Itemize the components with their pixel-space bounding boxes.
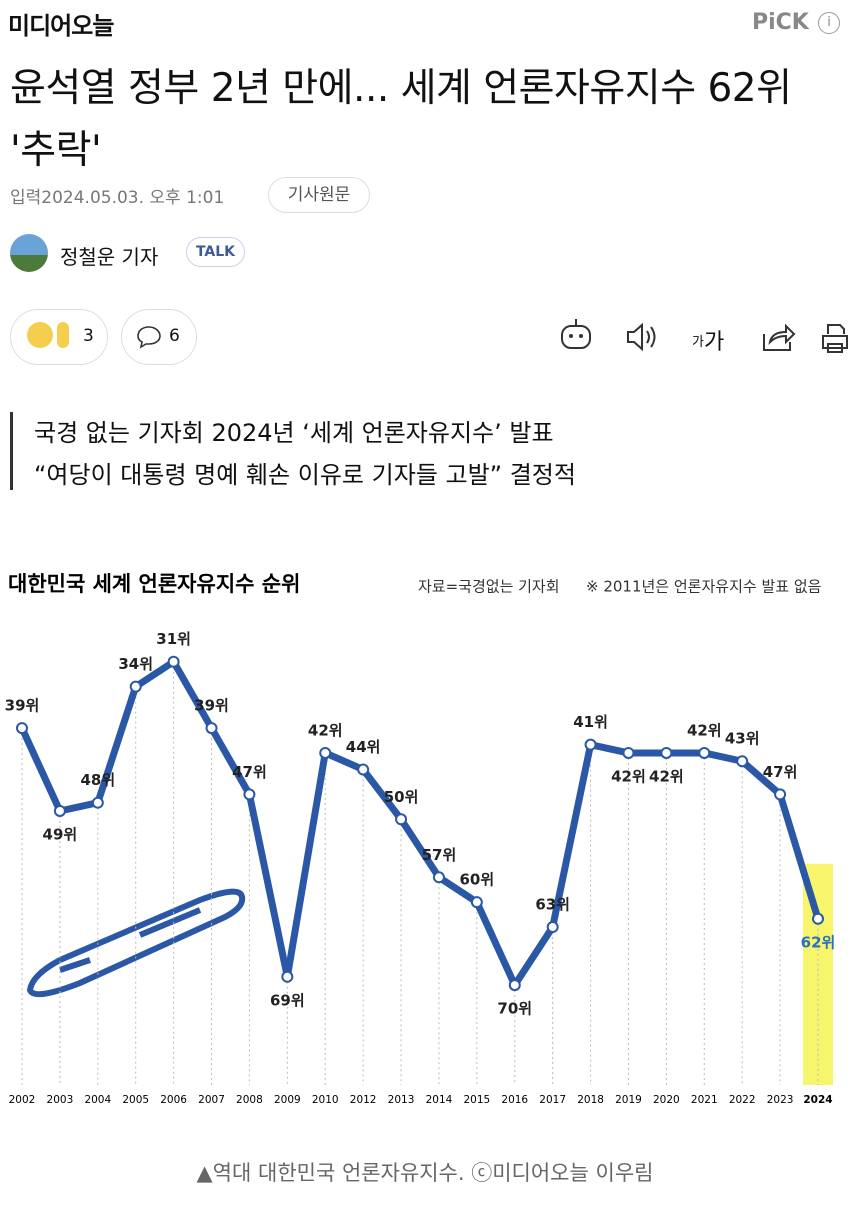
- x-tick-label: 2021: [691, 1094, 718, 1106]
- data-point: [243, 788, 256, 801]
- talk-button[interactable]: TALK: [186, 237, 245, 267]
- audio-icon[interactable]: [624, 322, 660, 352]
- reaction-count: 3: [83, 326, 94, 346]
- data-label: 42위: [611, 767, 646, 785]
- x-tick-label: 2004: [84, 1094, 111, 1106]
- comment-count: 6: [169, 326, 180, 346]
- original-button[interactable]: 기사원문: [268, 177, 370, 213]
- font-size-small[interactable]: 가: [692, 335, 704, 350]
- data-label: 42위: [687, 721, 722, 739]
- data-point: [432, 871, 445, 884]
- data-label: 48위: [80, 771, 115, 789]
- data-point: [395, 813, 408, 826]
- subtitle-bar: [10, 412, 13, 490]
- data-point: [470, 896, 483, 909]
- x-tick-label: 2023: [767, 1094, 794, 1106]
- chart-note: ※ 2011년은 언론자유지수 발표 없음: [586, 578, 821, 596]
- data-point: [546, 921, 559, 934]
- x-tick-label: 2018: [577, 1094, 604, 1106]
- chart: 대한민국 세계 언론자유지수 순위 자료=국경없는 기자회 ※ 2011년은 언…: [5, 572, 836, 1106]
- comment-icon: [137, 326, 161, 349]
- x-tick-label: 2002: [9, 1094, 36, 1106]
- data-label: 43위: [725, 730, 760, 748]
- x-tick-label: 2005: [122, 1094, 149, 1106]
- data-label: 62위: [801, 933, 836, 951]
- data-point: [53, 804, 66, 817]
- reaction-icon: [57, 322, 69, 348]
- print-icon[interactable]: [820, 322, 850, 354]
- data-point: [812, 912, 824, 925]
- data-label: 47위: [763, 763, 798, 781]
- data-label: 69위: [270, 991, 305, 1009]
- image-caption: ▲역대 대한민국 언론자유지수. ⓒ미디어오늘 이우림: [196, 1161, 654, 1185]
- comment-button[interactable]: 6: [121, 309, 197, 365]
- subtitle-line: 국경 없는 기자회 2024년 ‘세계 언론자유지수’ 발표: [34, 419, 554, 447]
- x-tick-label: 2017: [539, 1094, 566, 1106]
- x-tick-label: 2003: [47, 1094, 74, 1106]
- article-date: 입력2024.05.03. 오후 1:01: [10, 188, 225, 208]
- data-point: [91, 796, 104, 809]
- data-label: 42위: [649, 767, 684, 785]
- x-tick-label: 2016: [501, 1094, 528, 1106]
- summary-bot-icon[interactable]: [556, 316, 596, 356]
- data-point: [622, 746, 635, 759]
- x-tick-label: 2015: [463, 1094, 490, 1106]
- data-point: [205, 722, 218, 735]
- info-icon[interactable]: i: [818, 12, 840, 34]
- data-point: [16, 722, 28, 735]
- logo[interactable]: 미디어오늘: [8, 12, 114, 40]
- data-label: 63위: [535, 896, 570, 914]
- x-tick-label: 2007: [198, 1094, 225, 1106]
- x-tick-label: 2012: [350, 1094, 377, 1106]
- data-point: [281, 970, 294, 983]
- data-point: [774, 788, 787, 801]
- data-point: [129, 680, 142, 693]
- x-tick-label: 2022: [729, 1094, 756, 1106]
- x-tick-label: 2024: [803, 1094, 832, 1106]
- data-point: [508, 979, 521, 992]
- data-point: [736, 755, 749, 768]
- x-tick-label: 2019: [615, 1094, 642, 1106]
- font-size-large[interactable]: 가: [704, 330, 725, 355]
- data-label: 31위: [156, 630, 191, 648]
- pick-label[interactable]: PiCK: [752, 10, 809, 35]
- reporter-avatar[interactable]: [10, 234, 48, 272]
- reaction-icon: [27, 322, 53, 348]
- data-label: 41위: [573, 713, 608, 731]
- x-tick-label: 2008: [236, 1094, 263, 1106]
- data-point: [698, 746, 711, 759]
- data-label: 39위: [5, 697, 40, 715]
- x-tick-label: 2010: [312, 1094, 339, 1106]
- data-label: 42위: [308, 721, 343, 739]
- data-label: 50위: [384, 788, 419, 806]
- x-tick-label: 2009: [274, 1094, 301, 1106]
- reporter-name[interactable]: 정철운 기자: [60, 245, 159, 269]
- data-point: [319, 746, 332, 759]
- data-label: 49위: [43, 825, 78, 843]
- x-tick-label: 2006: [160, 1094, 187, 1106]
- data-label: 70위: [497, 1000, 532, 1018]
- subtitle-line: “여당이 대통령 명예 훼손 이유로 기자들 고발” 결정적: [34, 461, 576, 489]
- chart-source: 자료=국경없는 기자회: [418, 578, 560, 596]
- data-point: [584, 738, 597, 751]
- reaction-button[interactable]: 3: [10, 309, 108, 365]
- data-point: [660, 746, 673, 759]
- data-label: 44위: [346, 738, 381, 756]
- data-label: 47위: [232, 763, 267, 781]
- series-line: [18, 658, 822, 989]
- x-tick-label: 2014: [426, 1094, 453, 1106]
- share-icon[interactable]: [760, 320, 796, 354]
- data-label: 34위: [118, 655, 153, 673]
- article-title: 윤석열 정부 2년 만에... 세계 언론자유지수 62위 '추락': [10, 66, 792, 173]
- data-label: 60위: [460, 871, 495, 889]
- x-tick-label: 2020: [653, 1094, 680, 1106]
- data-label: 57위: [422, 846, 457, 864]
- data-label: 39위: [194, 697, 229, 715]
- data-point: [357, 763, 370, 776]
- x-tick-label: 2013: [388, 1094, 415, 1106]
- chart-title: 대한민국 세계 언론자유지수 순위: [8, 572, 300, 596]
- pen-illustration: [27, 888, 246, 998]
- data-point: [167, 655, 180, 668]
